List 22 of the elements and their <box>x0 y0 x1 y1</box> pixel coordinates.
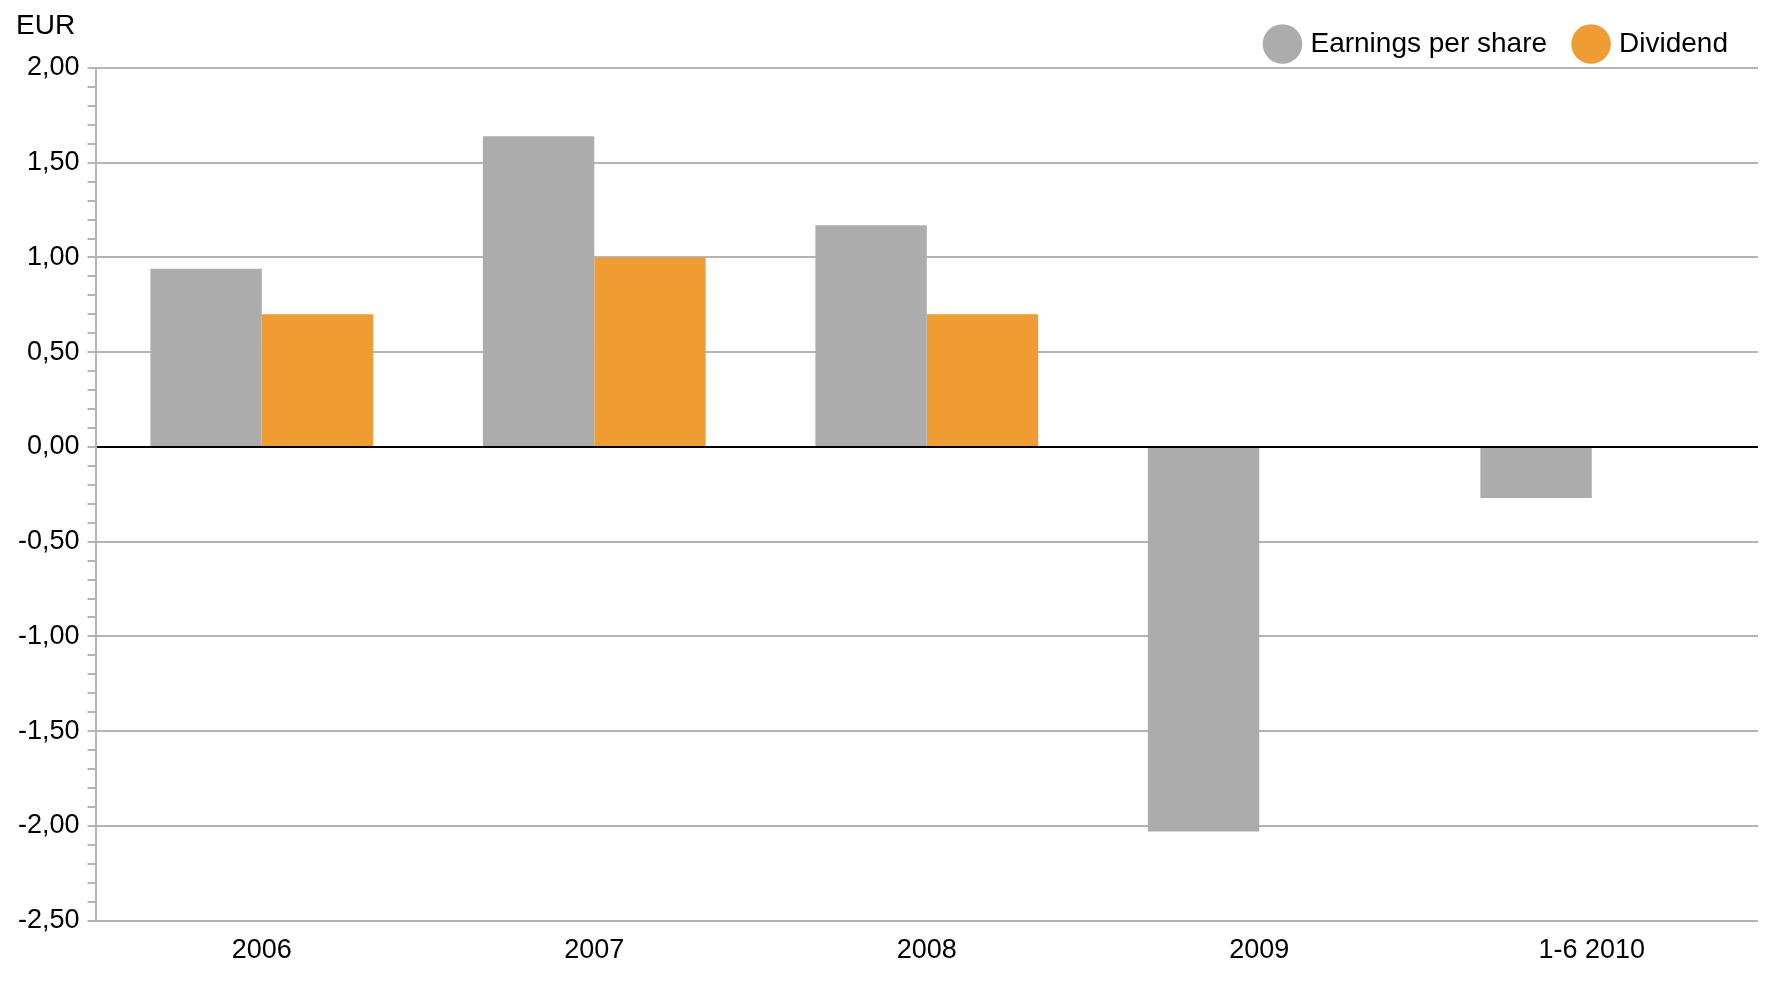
y-tick-label: 0,00 <box>26 430 80 461</box>
x-tick-label: 1-6 2010 <box>1538 934 1646 965</box>
y-tick-label: -2,00 <box>17 809 80 840</box>
y-tick-label: 2,00 <box>26 51 80 82</box>
bar <box>1480 447 1592 499</box>
y-tick-label: -1,00 <box>17 619 80 650</box>
y-tick-label: 0,50 <box>26 335 80 366</box>
x-tick-label: 2007 <box>564 934 625 965</box>
bar <box>261 314 374 446</box>
y-tick-label: 1,00 <box>26 240 80 271</box>
y-tick-label: -2,50 <box>17 904 80 935</box>
bar <box>594 257 706 446</box>
y-tick-label: -1,50 <box>17 714 80 745</box>
x-tick-label: 2006 <box>231 934 292 965</box>
legend-label: Dividend <box>1619 26 1728 58</box>
x-tick-label: 2009 <box>1229 934 1290 965</box>
y-axis-title: EUR <box>16 8 76 40</box>
x-tick-label: 2008 <box>896 934 957 965</box>
y-tick-label: 1,50 <box>26 146 80 177</box>
y-tick-label: -0,50 <box>17 525 80 556</box>
bar <box>926 314 1039 446</box>
legend-label: Earnings per share <box>1310 26 1548 58</box>
